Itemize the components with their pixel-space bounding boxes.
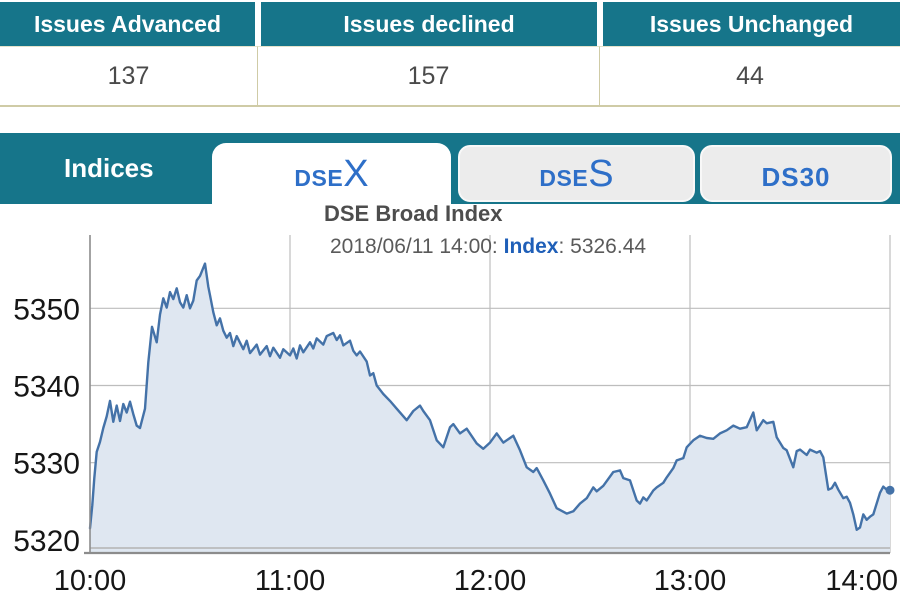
tooltip-series-label: Index [503,235,559,258]
svg-text:10:00: 10:00 [54,565,127,597]
chart-area-fill [90,263,890,553]
issues-summary-table: Issues Advanced Issues declined Issues U… [0,0,900,107]
x-axis-labels: 10:00 11:00 12:00 13:00 14:00 [54,565,898,597]
issues-table-header-row: Issues Advanced Issues declined Issues U… [0,2,900,46]
indices-label: Indices [64,153,154,183]
issues-declined-header: Issues declined [261,2,597,46]
tab-dsex[interactable]: DSEX [212,143,451,204]
chart-tooltip: 2018/06/11 14:00: Index: 5326.44 [330,235,646,259]
svg-text:5330: 5330 [13,448,80,481]
tooltip-datetime: 2018/06/11 14:00: [330,235,504,258]
svg-text:5340: 5340 [13,371,80,404]
svg-text:12:00: 12:00 [454,565,527,597]
tooltip-value: : 5326.44 [558,235,647,258]
tab-dses-label: DSES [539,155,613,193]
issues-advanced-header: Issues Advanced [0,2,255,46]
last-point-marker [885,485,895,495]
tab-ds30[interactable]: DS30 [700,145,892,202]
svg-text:5320: 5320 [13,525,80,558]
tab-dsex-suffix: X [343,152,369,195]
chart-line [88,262,892,531]
issues-advanced-value: 137 [0,46,258,105]
tab-ds30-label: DS30 [761,155,830,193]
tab-dses-prefix: DSE [539,164,589,191]
issues-declined-value: 157 [258,46,600,105]
tab-dsex-prefix: DSE [294,164,344,191]
chart-title: DSE Broad Index [324,201,503,226]
tab-dses[interactable]: DSES [458,145,695,202]
tab-dsex-label: DSEX [294,155,368,193]
indices-tab-bar: Indices DSEX DSES DS30 [0,133,900,204]
issues-unchanged-header: Issues Unchanged [603,2,900,46]
y-axis-labels: 5320 5330 5340 5350 [13,293,80,558]
issues-unchanged-value: 44 [600,46,900,105]
svg-text:11:00: 11:00 [255,565,325,597]
svg-text:14:00: 14:00 [825,565,898,597]
issues-table-value-row: 137 157 44 [0,46,900,107]
svg-text:13:00: 13:00 [654,565,727,597]
tab-dses-suffix: S [588,152,614,195]
tab-ds30-prefix: DS30 [761,161,831,192]
chart-axes [84,235,890,555]
index-chart-svg[interactable]: 5320 5330 5340 5350 10:00 11:00 12:00 13:00 14:0… [0,235,900,600]
svg-text:5350: 5350 [13,293,80,326]
